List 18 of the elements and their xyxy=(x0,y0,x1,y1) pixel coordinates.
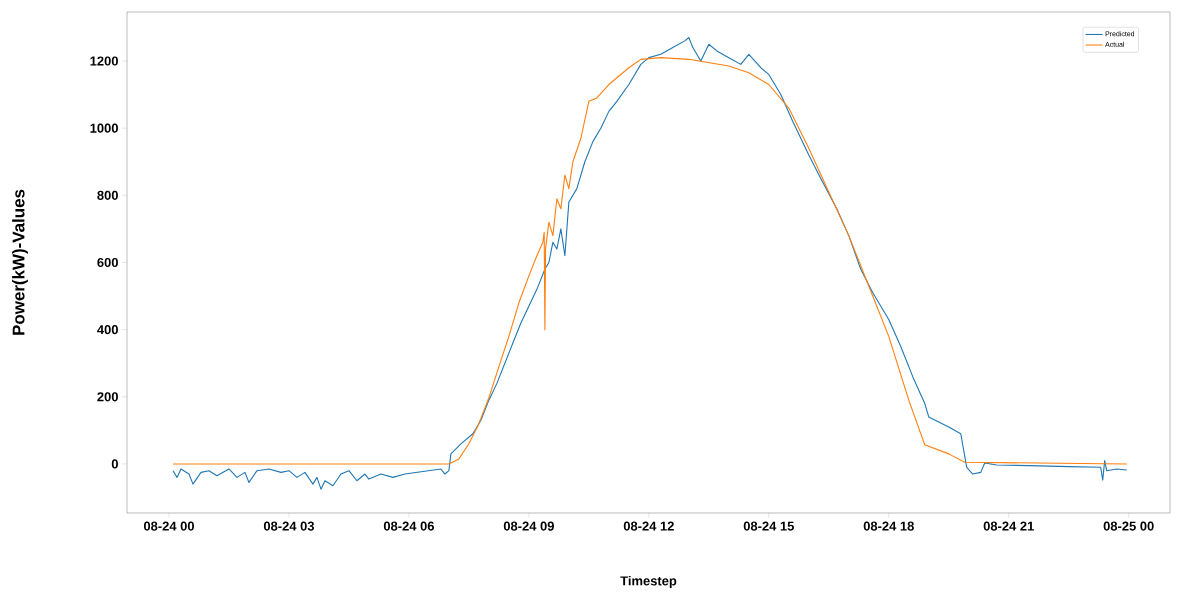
x-tick-label: 08-24 12 xyxy=(623,521,674,531)
x-axis-title: Timestep xyxy=(620,575,677,589)
y-axis-title: Power(kW)-Values xyxy=(12,189,28,335)
y-tick-label: 800 xyxy=(97,190,118,200)
x-tick-label: 08-24 09 xyxy=(503,521,554,531)
y-tick-label: 1200 xyxy=(90,56,118,66)
x-tick-label: 08-24 00 xyxy=(143,521,195,531)
y-tick-label: 600 xyxy=(97,257,118,268)
x-tick-label: 08-24 18 xyxy=(863,521,914,531)
x-tick-label: 08-24 21 xyxy=(983,521,1034,531)
x-tick-label: 08-24 06 xyxy=(383,521,434,531)
y-tick-label: 400 xyxy=(97,325,118,335)
x-tick-label: 08-24 15 xyxy=(743,521,794,531)
y-tick-label: 200 xyxy=(97,392,118,402)
x-tick-label: 08-24 03 xyxy=(263,521,315,531)
y-tick-label: 1000 xyxy=(90,123,118,133)
x-tick-label: 08-25 00 xyxy=(1103,521,1154,531)
y-tick-label: 0 xyxy=(111,459,118,469)
